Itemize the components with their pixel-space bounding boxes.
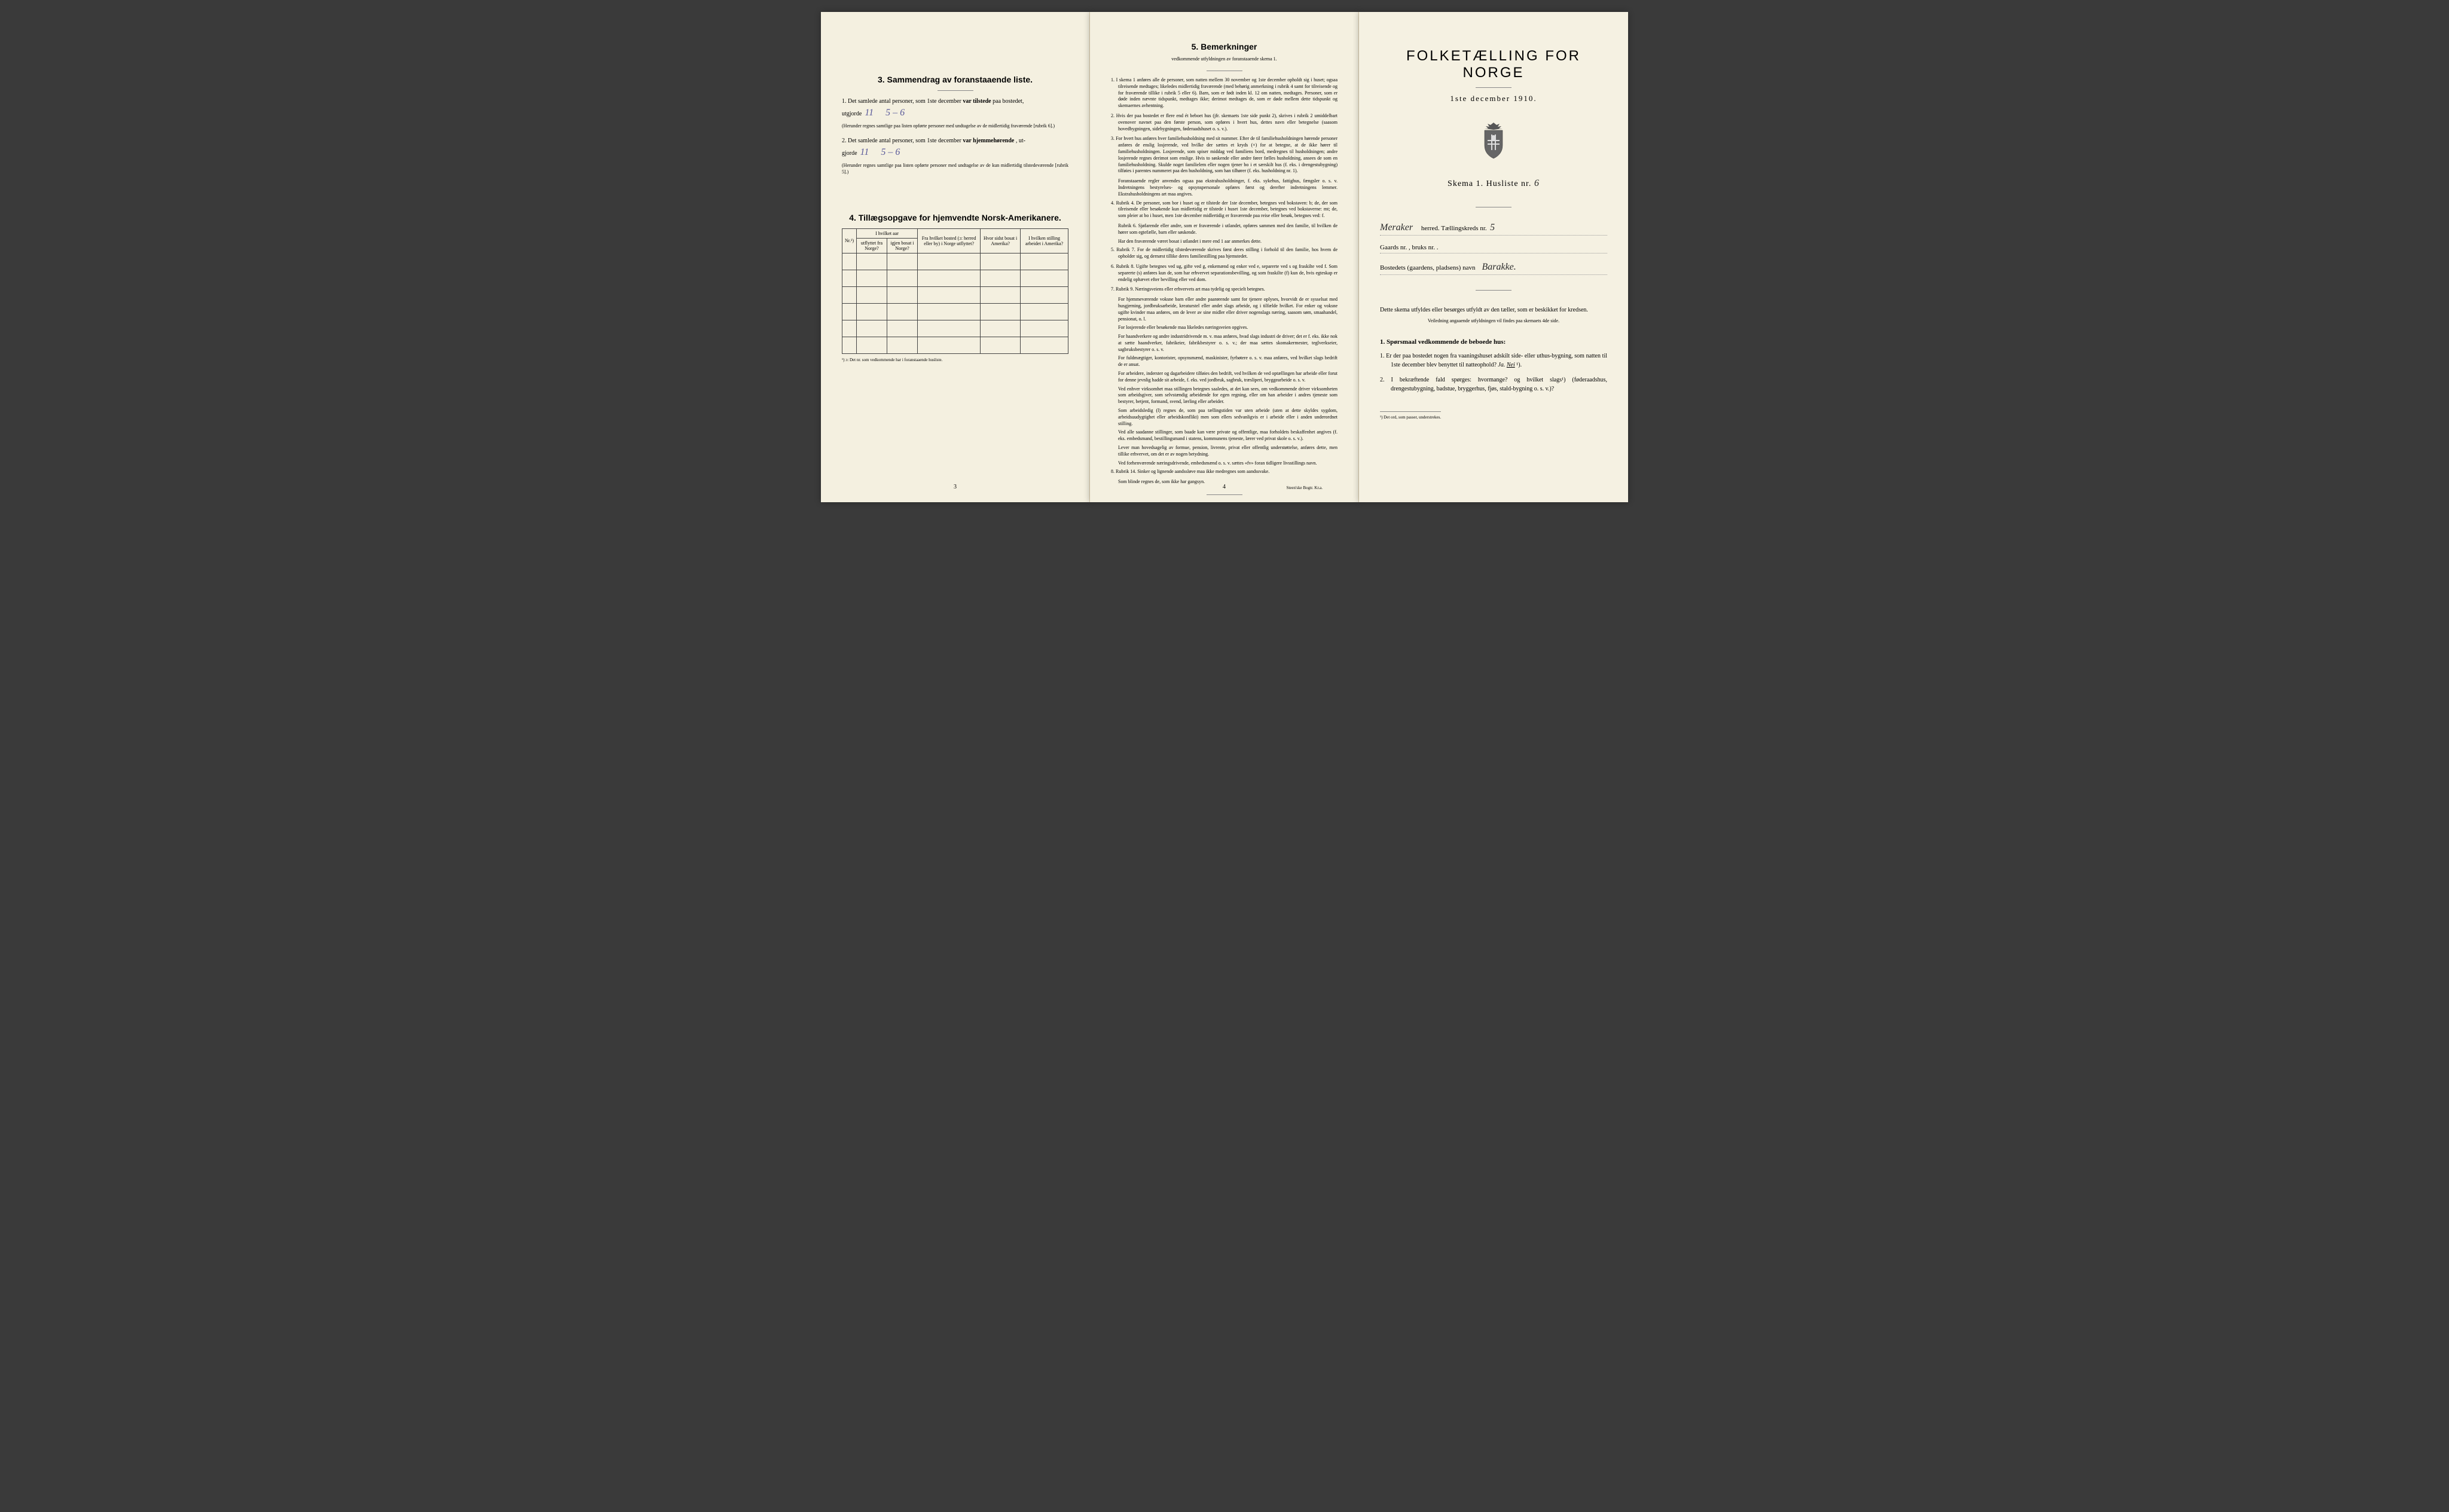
th-from: Fra hvilket bosted (ɔ: herred eller by) … (918, 228, 981, 253)
bosted-label: Bostedets (gaardens, pladsens) navn (1380, 264, 1475, 271)
remark-7d: For haandverkere og andre industridriven… (1111, 334, 1338, 353)
footnote: ¹) Det ord, som passer, understrekes. (1380, 411, 1441, 420)
herred-name: Meraker (1380, 222, 1413, 233)
divider (1476, 290, 1511, 291)
page-3: 3. Sammendrag av foranstaaende liste. 1.… (821, 12, 1090, 502)
remark-8: 8. Rubrik 14. Sinker og lignende aandssl… (1111, 469, 1338, 475)
remark-1: 1. I skema 1 anføres alle de personer, s… (1111, 77, 1338, 109)
th-position: I hvilken stilling arbeidet i Amerika? (1021, 228, 1068, 253)
remark-7: 7. Rubrik 9. Næringsveiens eller erhverv… (1111, 286, 1338, 293)
text: utgjorde (842, 111, 862, 117)
summary-item-1: 1. Det samlede antal personer, som 1ste … (842, 97, 1068, 129)
table-row (842, 303, 1068, 320)
remark-7k: Ved forhenværende næringsdrivende, embed… (1111, 460, 1338, 467)
divider (938, 90, 973, 91)
handwritten-range: 5 – 6 (881, 147, 900, 157)
skema-label: Skema 1. Husliste nr. (1448, 179, 1531, 188)
th-nr: Nr.¹) (842, 228, 857, 253)
th-emigrated: utflyttet fra Norge? (857, 238, 887, 253)
table-row (842, 253, 1068, 270)
america-table: Nr.¹) I hvilket aar Fra hvilket bosted (… (842, 228, 1068, 354)
intro-sub: Veiledning angaaende utfyldningen vil fi… (1380, 318, 1607, 323)
question-2: 2. I bekræftende fald spørges: hvormange… (1380, 375, 1607, 393)
census-title: FOLKETÆLLING FOR NORGE (1380, 48, 1607, 81)
bosted-name: Barakke. (1482, 262, 1516, 272)
remark-7i: Ved alle saadanne stillinger, som baade … (1111, 429, 1338, 442)
handwritten-count: 11 (860, 147, 869, 157)
remarks-title: 5. Bemerkninger (1111, 42, 1338, 51)
remark-4: 4. Rubrik 4. De personer, som bor i huse… (1111, 200, 1338, 219)
page-4: 5. Bemerkninger vedkommende utfyldningen… (1090, 12, 1359, 502)
section4-title: 4. Tillægsopgave for hjemvendte Norsk-Am… (842, 213, 1068, 222)
fine-print: (Herunder regnes samtlige paa listen opf… (842, 123, 1068, 129)
remark-7h: Som arbeidsledig (l) regnes de, som paa … (1111, 408, 1338, 427)
remark-2: 2. Hvis der paa bostedet er flere end ét… (1111, 113, 1338, 132)
remark-4b: Rubrik 6. Sjøfarende eller andre, som er… (1111, 223, 1338, 236)
table-row (842, 286, 1068, 303)
th-where: Hvor sidst bosat i Amerika? (981, 228, 1021, 253)
remark-5: 5. Rubrik 7. For de midlertidig tilstede… (1111, 247, 1338, 260)
text: paa bostedet, (993, 98, 1024, 105)
handwritten-range: 5 – 6 (885, 108, 905, 118)
remark-4c: Har den fraværende været bosat i utlande… (1111, 239, 1338, 245)
herred-label: herred. Tællingskreds nr. (1421, 225, 1487, 232)
page-1-front: FOLKETÆLLING FOR NORGE 1ste december 191… (1359, 12, 1628, 502)
question-1: 1. Er der paa bostedet nogen fra vaaning… (1380, 352, 1607, 369)
text: 1. Det samlede antal personer, som 1ste … (842, 98, 961, 105)
kreds-number: 5 (1490, 222, 1495, 233)
table-footnote: ¹) ɔ: Det nr. som vedkommende har i fora… (842, 358, 1068, 362)
herred-line: Meraker herred. Tællingskreds nr. 5 (1380, 222, 1607, 236)
skema-line: Skema 1. Husliste nr. 6 (1380, 178, 1607, 189)
section3-title: 3. Sammendrag av foranstaaende liste. (842, 75, 1068, 84)
bosted-line: Bostedets (gaardens, pladsens) navn Bara… (1380, 262, 1607, 275)
th-year: I hvilket aar (857, 228, 918, 238)
fine-print: (Herunder regnes samtlige paa listen opf… (842, 162, 1068, 175)
handwritten-count: 11 (865, 108, 874, 118)
divider (1207, 494, 1242, 495)
table-row (842, 337, 1068, 353)
remark-6: 6. Rubrik 8. Ugifte betegnes ved ug, gif… (1111, 264, 1338, 283)
page-number: 4 (1223, 484, 1226, 490)
husliste-number: 6 (1534, 178, 1540, 188)
remark-7b: For hjemmeværende voksne barn eller andr… (1111, 297, 1338, 322)
census-date: 1ste december 1910. (1380, 94, 1607, 103)
text: gjorde (842, 150, 857, 157)
remark-3b: Foranstaaende regler anvendes ogsaa paa … (1111, 178, 1338, 197)
remark-7f: For arbeidere, inderster og dagarbeidere… (1111, 371, 1338, 384)
intro-text: Dette skema utfyldes eller besørges utfy… (1380, 306, 1607, 314)
q1-text: 1. Er der paa bostedet nogen fra vaaning… (1380, 353, 1607, 368)
remarks-subtitle: vedkommende utfyldningen av foranstaaend… (1111, 56, 1338, 62)
text: 2. Det samlede antal personer, som 1ste … (842, 138, 961, 144)
remark-7j: Lever man hovedsagelig av formue, pensio… (1111, 445, 1338, 458)
coat-of-arms-icon (1479, 121, 1509, 160)
divider (1476, 87, 1511, 88)
page-number: 3 (954, 484, 957, 490)
census-document: 3. Sammendrag av foranstaaende liste. 1.… (821, 12, 1628, 502)
remark-7g: Ved enhver virksomhet maa stillingen bet… (1111, 386, 1338, 405)
printer-mark: Steen'ske Bogtr. Kr.a. (1286, 485, 1323, 490)
table-row (842, 320, 1068, 337)
th-returned: igjen bosat i Norge? (887, 238, 917, 253)
summary-item-2: 2. Det samlede antal personer, som 1ste … (842, 136, 1068, 175)
remark-7e: For fuldmægtiger, kontorister, opsynsmæn… (1111, 355, 1338, 368)
gaards-line: Gaards nr. , bruks nr. . (1380, 244, 1607, 253)
question-header: 1. Spørsmaal vedkommende de beboede hus: (1380, 338, 1607, 346)
text: var tilstede (963, 98, 991, 105)
remark-7c: For losjerende eller besøkende maa likel… (1111, 325, 1338, 331)
remark-3: 3. For hvert hus anføres hver familiehus… (1111, 136, 1338, 175)
table-row (842, 270, 1068, 286)
text: var hjemmehørende (963, 138, 1014, 144)
text: , ut- (1016, 138, 1025, 144)
